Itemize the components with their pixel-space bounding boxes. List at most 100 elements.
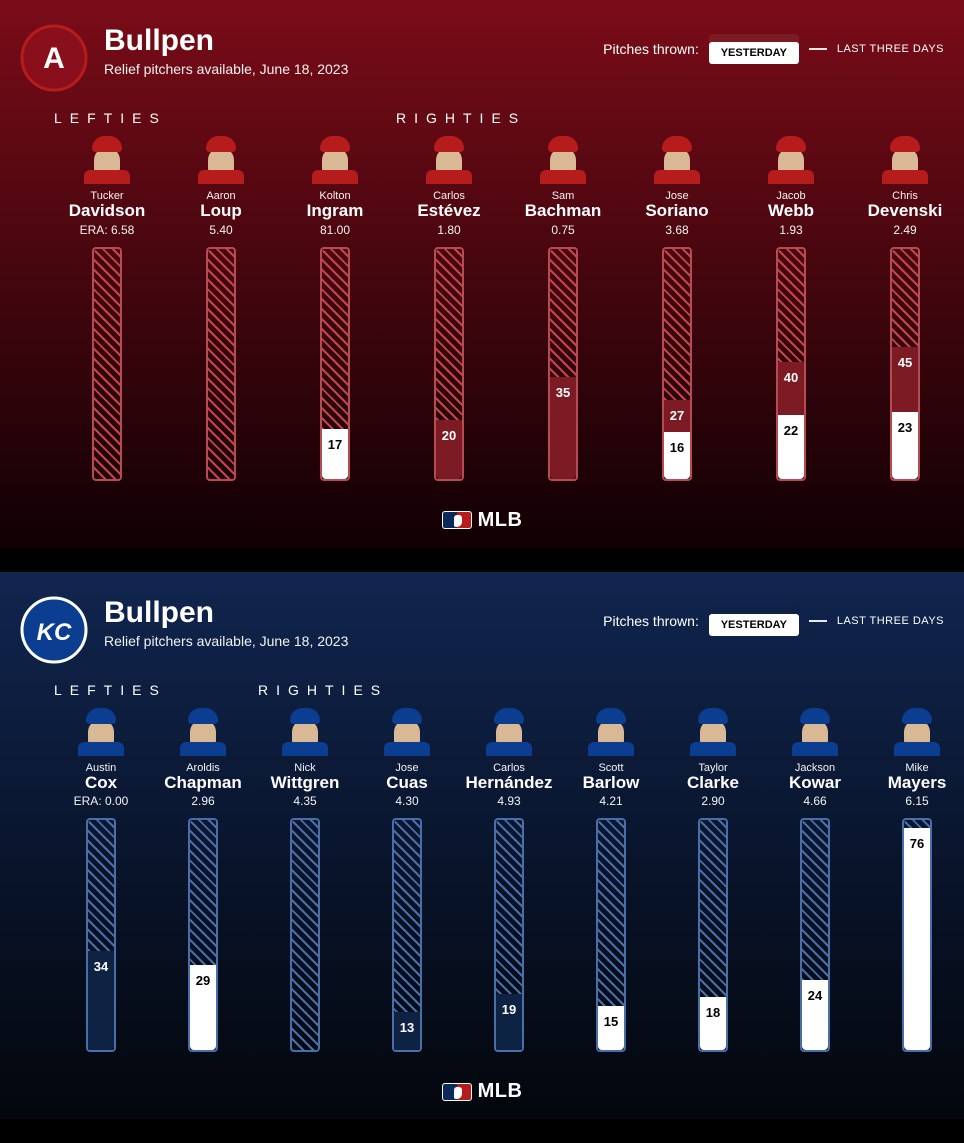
player-last-name: Kowar	[789, 774, 841, 793]
player-last-name: Mayers	[888, 774, 947, 793]
panel-header: ABullpenRelief pitchers available, June …	[20, 24, 944, 92]
pitch-bar-hatch	[94, 249, 120, 479]
jersey-icon	[384, 742, 430, 756]
panel-title: Bullpen	[104, 596, 348, 629]
player-era: 81.00	[320, 223, 350, 237]
pitch-bar-three-day-value: 20	[436, 428, 462, 443]
panel-subtitle: Relief pitchers available, June 18, 2023	[104, 61, 348, 77]
mlb-footer: MLB	[20, 509, 944, 532]
player-card: CarlosEstévez1.8020	[392, 134, 506, 481]
player-last-name: Davidson	[69, 202, 146, 221]
panel-gap	[0, 1119, 964, 1143]
player-first-name: Carlos	[493, 762, 525, 774]
player-first-name: Austin	[86, 762, 117, 774]
player-era: 5.40	[209, 223, 232, 237]
mlb-logo: MLB	[442, 509, 523, 532]
pitch-bar-three-day-value: 13	[394, 1020, 420, 1035]
player-headshot	[768, 134, 814, 184]
player-card: JacksonKowar4.6624	[764, 706, 866, 1053]
jersey-icon	[792, 742, 838, 756]
player-headshot	[882, 134, 928, 184]
group-label: LEFTIES	[50, 110, 392, 126]
player-headshot	[588, 706, 634, 756]
svg-text:A: A	[43, 42, 65, 75]
cap-icon	[800, 708, 830, 724]
cap-icon	[902, 708, 932, 724]
player-card: AustinCoxERA: 0.0034	[50, 706, 152, 1053]
player-era: 1.80	[437, 223, 460, 237]
player-last-name: Loup	[200, 202, 242, 221]
player-last-name: Chapman	[164, 774, 241, 793]
player-first-name: Aaron	[206, 190, 235, 202]
player-last-name: Wittgren	[271, 774, 340, 793]
jersey-icon	[84, 170, 130, 184]
jersey-icon	[882, 170, 928, 184]
player-headshot	[792, 706, 838, 756]
cap-icon	[392, 708, 422, 724]
cap-icon	[494, 708, 524, 724]
player-era: 4.30	[395, 794, 418, 808]
group-label: LEFTIES	[50, 682, 254, 698]
pitch-bar-yesterday-value: 18	[700, 1005, 726, 1020]
player-card: CarlosHernández4.9319	[458, 706, 560, 1053]
title-block: BullpenRelief pitchers available, June 1…	[104, 596, 348, 649]
pitch-bar-three-day-value: 40	[778, 370, 804, 385]
player-last-name: Hernández	[466, 774, 553, 793]
pitch-bar: 34	[86, 818, 116, 1052]
panel-gap	[0, 548, 964, 572]
jersey-icon	[654, 170, 700, 184]
cap-icon	[206, 136, 236, 152]
pitch-bar	[206, 247, 236, 481]
player-card: SamBachman0.7535	[506, 134, 620, 481]
player-headshot	[78, 706, 124, 756]
jersey-icon	[540, 170, 586, 184]
svg-text:KC: KC	[37, 619, 72, 646]
cap-icon	[92, 136, 122, 152]
player-headshot	[384, 706, 430, 756]
player-first-name: Scott	[598, 762, 623, 774]
player-first-name: Mike	[905, 762, 928, 774]
player-era: 4.21	[599, 794, 622, 808]
pitch-bar-yesterday-value: 24	[802, 988, 828, 1003]
player-card: TaylorClarke2.9018	[662, 706, 764, 1053]
player-headshot	[180, 706, 226, 756]
player-card: JoseCuas4.3013	[356, 706, 458, 1053]
legend-pitches-thrown-label: Pitches thrown:	[603, 613, 699, 629]
cap-icon	[776, 136, 806, 152]
mlb-badge-icon	[442, 511, 472, 529]
player-headshot	[540, 134, 586, 184]
jersey-icon	[426, 170, 472, 184]
cap-icon	[320, 136, 350, 152]
player-era: 6.15	[905, 794, 928, 808]
player-card: AaronLoup 5.40	[164, 134, 278, 481]
player-headshot	[84, 134, 130, 184]
player-era: 2.49	[893, 223, 916, 237]
pitch-bar-three-day-value: 27	[664, 408, 690, 423]
player-first-name: Taylor	[698, 762, 727, 774]
player-headshot	[312, 134, 358, 184]
group-righties: RIGHTIESNickWittgren4.35JoseCuas4.3013Ca…	[254, 682, 964, 1053]
players-row: NickWittgren4.35JoseCuas4.3013CarlosHern…	[254, 706, 964, 1053]
legend-swatch-yesterday: YESTERDAY	[709, 614, 799, 636]
jersey-icon	[282, 742, 328, 756]
players-row: TuckerDavidsonERA: 6.58AaronLoup5.40Kolt…	[50, 134, 392, 481]
player-headshot	[198, 134, 244, 184]
mlb-text: MLB	[478, 1080, 523, 1103]
player-last-name: Webb	[768, 202, 814, 221]
player-last-name: Clarke	[687, 774, 739, 793]
cap-icon	[86, 708, 116, 724]
pitch-bar: 29	[188, 818, 218, 1052]
pitch-bar: 18	[698, 818, 728, 1052]
player-last-name: Cuas	[386, 774, 428, 793]
player-headshot	[654, 134, 700, 184]
player-first-name: Jacob	[776, 190, 805, 202]
player-last-name: Bachman	[525, 202, 602, 221]
pitch-bar-three-day-value: 45	[892, 355, 918, 370]
panel-angels: ABullpenRelief pitchers available, June …	[0, 0, 964, 548]
player-era: 4.93	[497, 794, 520, 808]
player-first-name: Carlos	[433, 190, 465, 202]
player-card: NickWittgren4.35	[254, 706, 356, 1053]
player-last-name: Soriano	[645, 202, 708, 221]
player-first-name: Kolton	[319, 190, 350, 202]
legend-connector	[809, 48, 827, 50]
